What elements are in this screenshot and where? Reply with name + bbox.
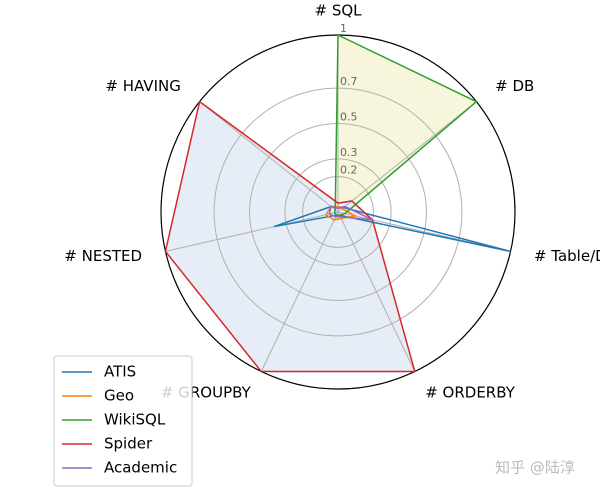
- grid: [160, 34, 516, 390]
- series-line: [333, 33, 478, 216]
- r-tick-label: 0.7: [340, 75, 358, 88]
- labels: 0.2 0.3 0.5 0.7 1 # SQL # DB # Table/DB # ORDERB…: [64, 2, 600, 402]
- axis-label: # Table/DB: [534, 247, 600, 265]
- r-tick-label: 0.3: [340, 146, 358, 159]
- legend-label: ATIS: [104, 363, 136, 381]
- r-tick-label: 1: [340, 22, 347, 35]
- spoke: [165, 211, 339, 252]
- axis-label: # DB: [495, 77, 534, 95]
- spoke: [337, 211, 416, 372]
- series-line: [328, 205, 373, 221]
- legend-label: WikiSQL: [104, 411, 166, 429]
- spoke: [337, 101, 477, 213]
- axis-label: # SQL: [314, 2, 362, 20]
- lines: [164, 33, 511, 373]
- series-line: [164, 100, 416, 373]
- legend: ATIS Geo WikiSQL Spider Academic: [62, 363, 177, 477]
- series-fill: [165, 101, 415, 372]
- fills: [165, 35, 477, 372]
- axis-label: # ORDERBY: [425, 384, 515, 402]
- axis-label: # NESTED: [64, 247, 142, 265]
- axis-label: # HAVING: [105, 77, 180, 95]
- r-tick-label: 0.2: [340, 164, 358, 177]
- legend-label: Geo: [104, 387, 134, 405]
- spoke: [260, 211, 339, 372]
- legend-label: Academic: [104, 459, 177, 477]
- spoke: [199, 101, 339, 213]
- legend-box: [53, 355, 193, 487]
- watermark: 知乎 @陆淳: [495, 459, 575, 477]
- legend-label: Spider: [104, 435, 153, 453]
- r-tick-label: 0.5: [340, 111, 358, 124]
